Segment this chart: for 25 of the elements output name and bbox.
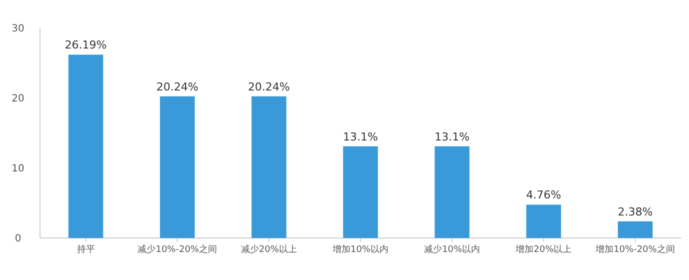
- data-label: 13.1%: [343, 130, 378, 144]
- x-tick-label: 减少10%-20%之间: [138, 244, 217, 255]
- bar: [526, 204, 562, 238]
- x-tick-label: 减少20%以上: [240, 244, 297, 255]
- x-tick-label: 持平: [76, 244, 95, 255]
- data-label: 20.24%: [248, 80, 290, 94]
- x-tick-label: 增加10%-20%之间: [594, 244, 675, 255]
- data-label: 13.1%: [434, 130, 470, 144]
- x-tick-label: 减少10%以内: [424, 244, 480, 255]
- bar: [618, 221, 653, 238]
- bar: [343, 146, 378, 238]
- y-tick-label: 0: [14, 234, 22, 244]
- y-tick-label: 20: [12, 94, 24, 104]
- data-label: 20.24%: [156, 80, 198, 94]
- data-label: 2.38%: [618, 205, 653, 218]
- data-label: 26.19%: [64, 38, 107, 52]
- x-tick-label: 增加20%以上: [514, 244, 572, 255]
- bar: [434, 146, 470, 238]
- data-label: 4.76%: [526, 188, 562, 202]
- y-tick-label: 30: [12, 24, 24, 34]
- x-tick-label: 增加10%以内: [331, 244, 389, 255]
- bar: [252, 96, 286, 238]
- bar: [160, 96, 195, 238]
- y-tick-label: 10: [12, 164, 24, 174]
- bar: [68, 54, 104, 238]
